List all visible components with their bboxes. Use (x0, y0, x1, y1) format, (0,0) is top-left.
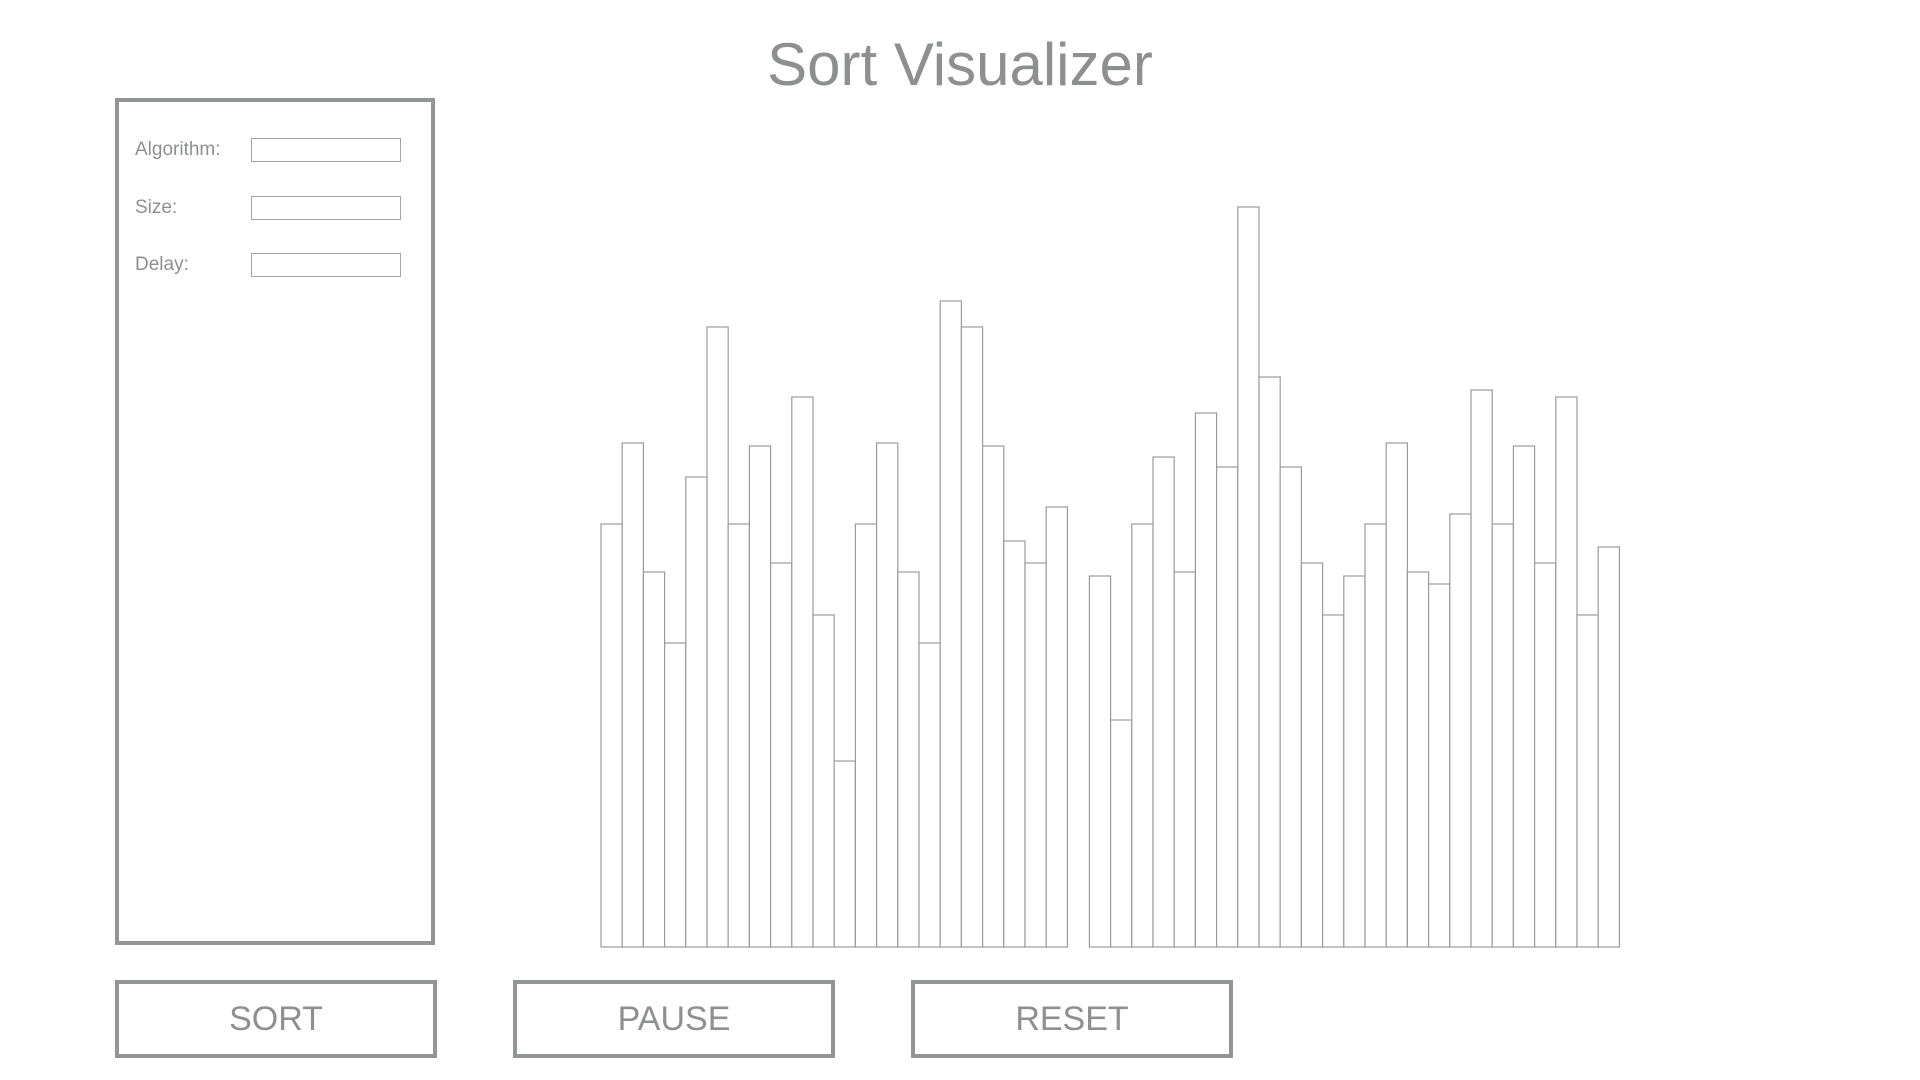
bar-33 (1321, 614, 1345, 948)
settings-panel: Algorithm: Size: Delay: (115, 98, 435, 945)
bar-21 (1045, 506, 1068, 948)
bar-20 (1024, 562, 1047, 948)
bar-29 (1237, 206, 1260, 948)
bar-28 (1215, 466, 1239, 948)
bar-30 (1258, 376, 1281, 948)
pause-button[interactable]: PAUSE (513, 980, 835, 1058)
delay-label: Delay: (135, 254, 189, 275)
bar-23 (1109, 719, 1133, 948)
bar-8 (769, 562, 793, 948)
bar-3 (663, 642, 687, 948)
bar-12 (854, 523, 878, 948)
bar-24 (1131, 523, 1154, 948)
bar-39 (1449, 513, 1472, 948)
bar-19 (1003, 540, 1026, 948)
bar-16 (939, 300, 963, 948)
bar-41 (1491, 523, 1514, 948)
page-title: Sort Visualizer (767, 31, 1153, 98)
size-label: Size: (135, 197, 178, 218)
bar-34 (1343, 575, 1366, 948)
size-field: Size: (135, 196, 401, 220)
bar-2 (642, 571, 666, 948)
bar-40 (1470, 389, 1493, 948)
bar-32 (1300, 562, 1324, 948)
size-input[interactable] (251, 196, 401, 220)
bar-5 (706, 326, 729, 948)
sort-button[interactable]: SORT (115, 980, 437, 1058)
bar-17 (960, 326, 984, 948)
algorithm-label: Algorithm: (135, 139, 221, 160)
bar-11 (833, 760, 857, 948)
bar-35 (1364, 523, 1387, 948)
bar-14 (897, 571, 920, 948)
bar-44 (1555, 396, 1578, 948)
bar-25 (1152, 456, 1175, 948)
bar-9 (791, 396, 814, 948)
delay-field: Delay: (135, 253, 401, 277)
bar-42 (1512, 445, 1536, 948)
bar-46 (1597, 546, 1620, 948)
algorithm-field: Algorithm: (135, 138, 401, 162)
bar-31 (1279, 466, 1302, 948)
delay-input[interactable] (251, 253, 401, 277)
bar-26 (1173, 571, 1196, 948)
bar-6 (727, 523, 751, 948)
bar-1 (621, 442, 645, 948)
bar-38 (1427, 583, 1451, 948)
bar-22 (1088, 575, 1112, 948)
bar-27 (1194, 412, 1218, 948)
bar-10 (812, 614, 835, 948)
bar-13 (875, 442, 899, 948)
bar-37 (1406, 571, 1430, 948)
bar-43 (1533, 562, 1557, 948)
bar-0 (600, 523, 623, 948)
bar-18 (981, 445, 1005, 948)
reset-button[interactable]: RESET (911, 980, 1233, 1058)
bar-15 (918, 642, 941, 948)
bar-45 (1576, 614, 1599, 948)
algorithm-input[interactable] (251, 138, 401, 162)
bar-7 (748, 445, 772, 948)
bar-36 (1385, 442, 1408, 948)
bar-4 (685, 476, 708, 948)
